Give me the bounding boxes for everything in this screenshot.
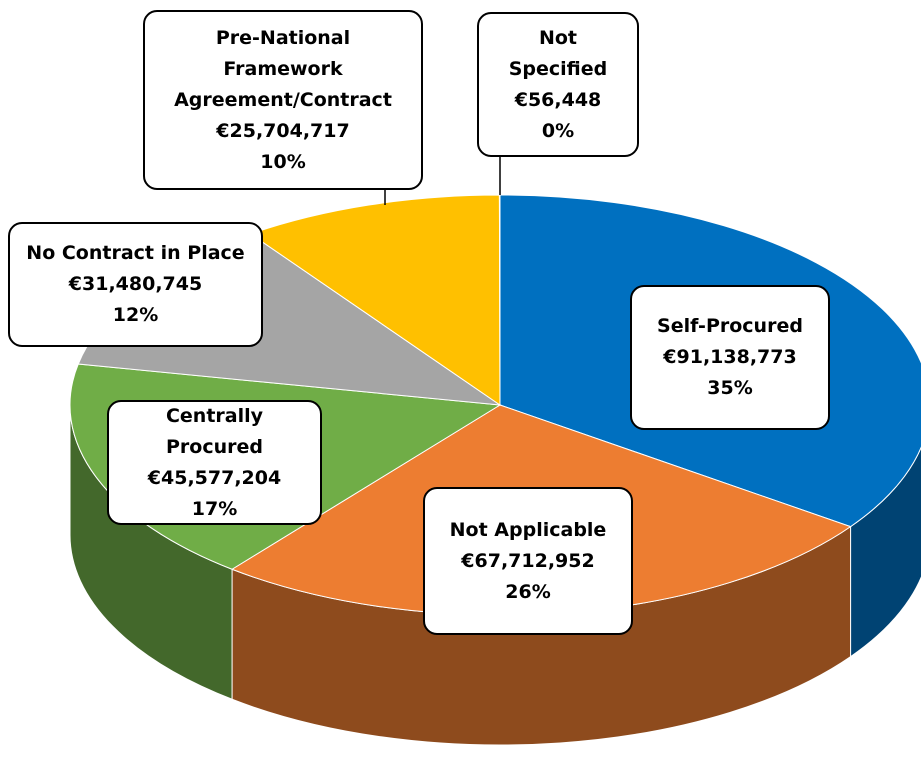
data-label: Centrally Procured €45,577,204 17%	[107, 400, 322, 525]
percent-label: 0%	[541, 119, 575, 142]
category-label: Pre-National Framework Agreement/Contrac…	[174, 26, 392, 111]
value-label: €25,704,717	[216, 119, 350, 142]
percent-label: 35%	[707, 377, 753, 399]
category-label: Self-Procured	[657, 315, 803, 337]
category-label: Centrally Procured	[165, 404, 264, 458]
percent-label: 10%	[260, 150, 306, 173]
value-label: €45,577,204	[147, 466, 282, 489]
slice	[249, 194, 501, 406]
data-label: Pre-National Framework Agreement/Contrac…	[143, 10, 423, 190]
data-label: No Contract in Place €31,480,745 12%	[8, 222, 263, 347]
percent-label: 12%	[112, 304, 159, 326]
percent-label: 17%	[191, 497, 238, 520]
category-label: Not Specified	[508, 26, 608, 80]
slice	[498, 194, 501, 406]
category-label: No Contract in Place	[26, 242, 245, 264]
percent-label: 26%	[505, 580, 551, 603]
data-label: Not Applicable €67,712,952 26%	[423, 487, 633, 635]
value-label: €91,138,773	[663, 346, 797, 368]
category-label: Not Applicable	[449, 518, 607, 541]
data-label: Not Specified €56,448 0%	[477, 12, 639, 157]
value-label: €56,448	[514, 88, 602, 111]
data-label: Self-Procured €91,138,773 35%	[630, 285, 830, 430]
value-label: €31,480,745	[68, 273, 203, 295]
value-label: €67,712,952	[461, 549, 595, 572]
